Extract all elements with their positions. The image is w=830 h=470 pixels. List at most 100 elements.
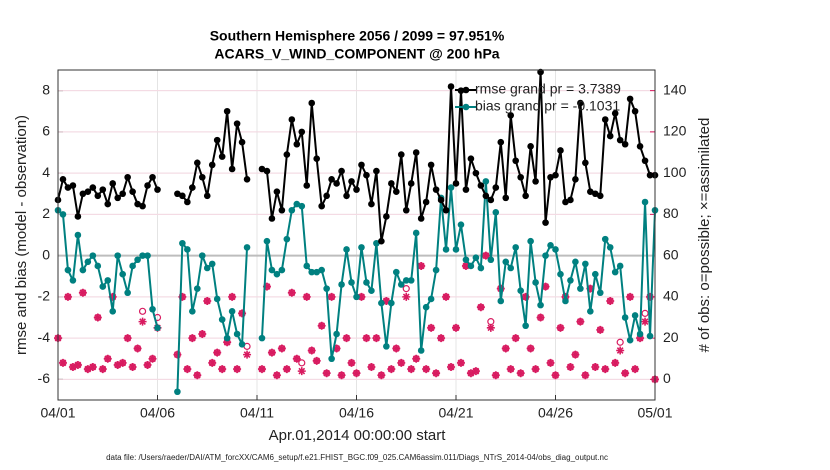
point (547, 173, 554, 181)
point (621, 140, 629, 148)
point (243, 244, 251, 251)
y-tick-label: -2 (38, 288, 51, 304)
point (422, 198, 430, 206)
point (134, 256, 141, 264)
point (567, 196, 574, 204)
obs-assimilated (267, 348, 276, 357)
point (378, 299, 385, 307)
obs-possible (283, 365, 291, 373)
obs-possible (611, 359, 619, 367)
obs-possible (447, 363, 455, 371)
obs-possible (64, 293, 72, 301)
point (512, 157, 519, 165)
obs-assimilated (471, 367, 480, 376)
point (517, 287, 524, 294)
point (313, 268, 321, 276)
obs-possible (507, 365, 515, 373)
obs-assimilated (611, 358, 620, 367)
point (631, 107, 639, 115)
obs-assimilated (103, 354, 112, 363)
obs-assimilated (213, 348, 222, 357)
point (303, 262, 311, 270)
obs-assimilated (128, 363, 137, 371)
point (79, 266, 87, 274)
obs-assimilated (178, 292, 187, 301)
point (144, 182, 151, 189)
obs-assimilated (486, 323, 495, 332)
point (198, 252, 206, 259)
obs-assimilated (352, 369, 361, 378)
obs-possible (556, 324, 565, 332)
obs-possible (59, 359, 67, 367)
obs-assimilated (193, 371, 202, 380)
point (402, 206, 410, 214)
obs-possible (631, 365, 639, 373)
obs-assimilated (257, 365, 266, 374)
point (104, 277, 112, 284)
point (587, 188, 594, 195)
point (308, 99, 316, 107)
point (358, 161, 365, 169)
obs-assimilated (461, 261, 470, 270)
obs-assimilated (397, 358, 406, 367)
point (497, 297, 505, 305)
obs-assimilated (238, 309, 247, 318)
plot-frame (57, 69, 656, 401)
obs-possible (104, 355, 112, 363)
obs-assimilated (506, 365, 515, 374)
legend-marker (462, 103, 470, 111)
obs-assimilated (422, 365, 431, 374)
obs-assimilated (636, 334, 645, 343)
obs-possible (198, 330, 206, 338)
obs-possible (512, 334, 520, 342)
obs-assimilated (143, 360, 152, 369)
point (288, 116, 296, 123)
point (283, 235, 291, 243)
obs-possible (293, 355, 301, 363)
point (124, 173, 131, 181)
obs-assimilated (447, 363, 456, 371)
obs-assimilated (646, 292, 655, 301)
point (194, 159, 201, 167)
point (378, 237, 385, 245)
point (154, 186, 161, 193)
point (646, 332, 654, 340)
legend-label: rmse grand pr = 3.7389 (475, 81, 621, 97)
point (258, 334, 266, 342)
point (223, 107, 231, 115)
obs-possible (268, 348, 276, 357)
obs-assimilated (566, 363, 575, 371)
obs-possible (79, 289, 87, 297)
obs-possible (517, 369, 525, 377)
point (333, 180, 340, 187)
point (462, 186, 470, 193)
obs-possible (318, 322, 326, 330)
obs-assimilated (322, 369, 331, 378)
obs-possible (89, 363, 97, 371)
obs-assimilated (476, 303, 485, 312)
obs-assimilated (188, 334, 197, 343)
obs-possible (372, 334, 380, 342)
point (343, 246, 350, 253)
point (318, 202, 325, 210)
obs-assimilated (317, 321, 326, 330)
point (243, 176, 251, 183)
y2-tick-label: 40 (663, 288, 679, 304)
obs-assimilated (531, 365, 540, 374)
point (114, 252, 121, 259)
obs-assimilated (576, 317, 585, 326)
point (572, 176, 579, 183)
point (636, 330, 644, 338)
obs-assimilated (297, 367, 306, 376)
obs-assimilated (541, 282, 550, 291)
point (646, 171, 654, 179)
point (427, 295, 435, 303)
obs-assimilated (481, 251, 490, 260)
obs-assimilated (218, 365, 227, 374)
point (467, 155, 475, 162)
point (368, 200, 375, 208)
obs-assimilated (407, 365, 416, 374)
point (397, 281, 405, 288)
obs-assimilated (148, 354, 157, 363)
obs-possible (527, 344, 535, 353)
